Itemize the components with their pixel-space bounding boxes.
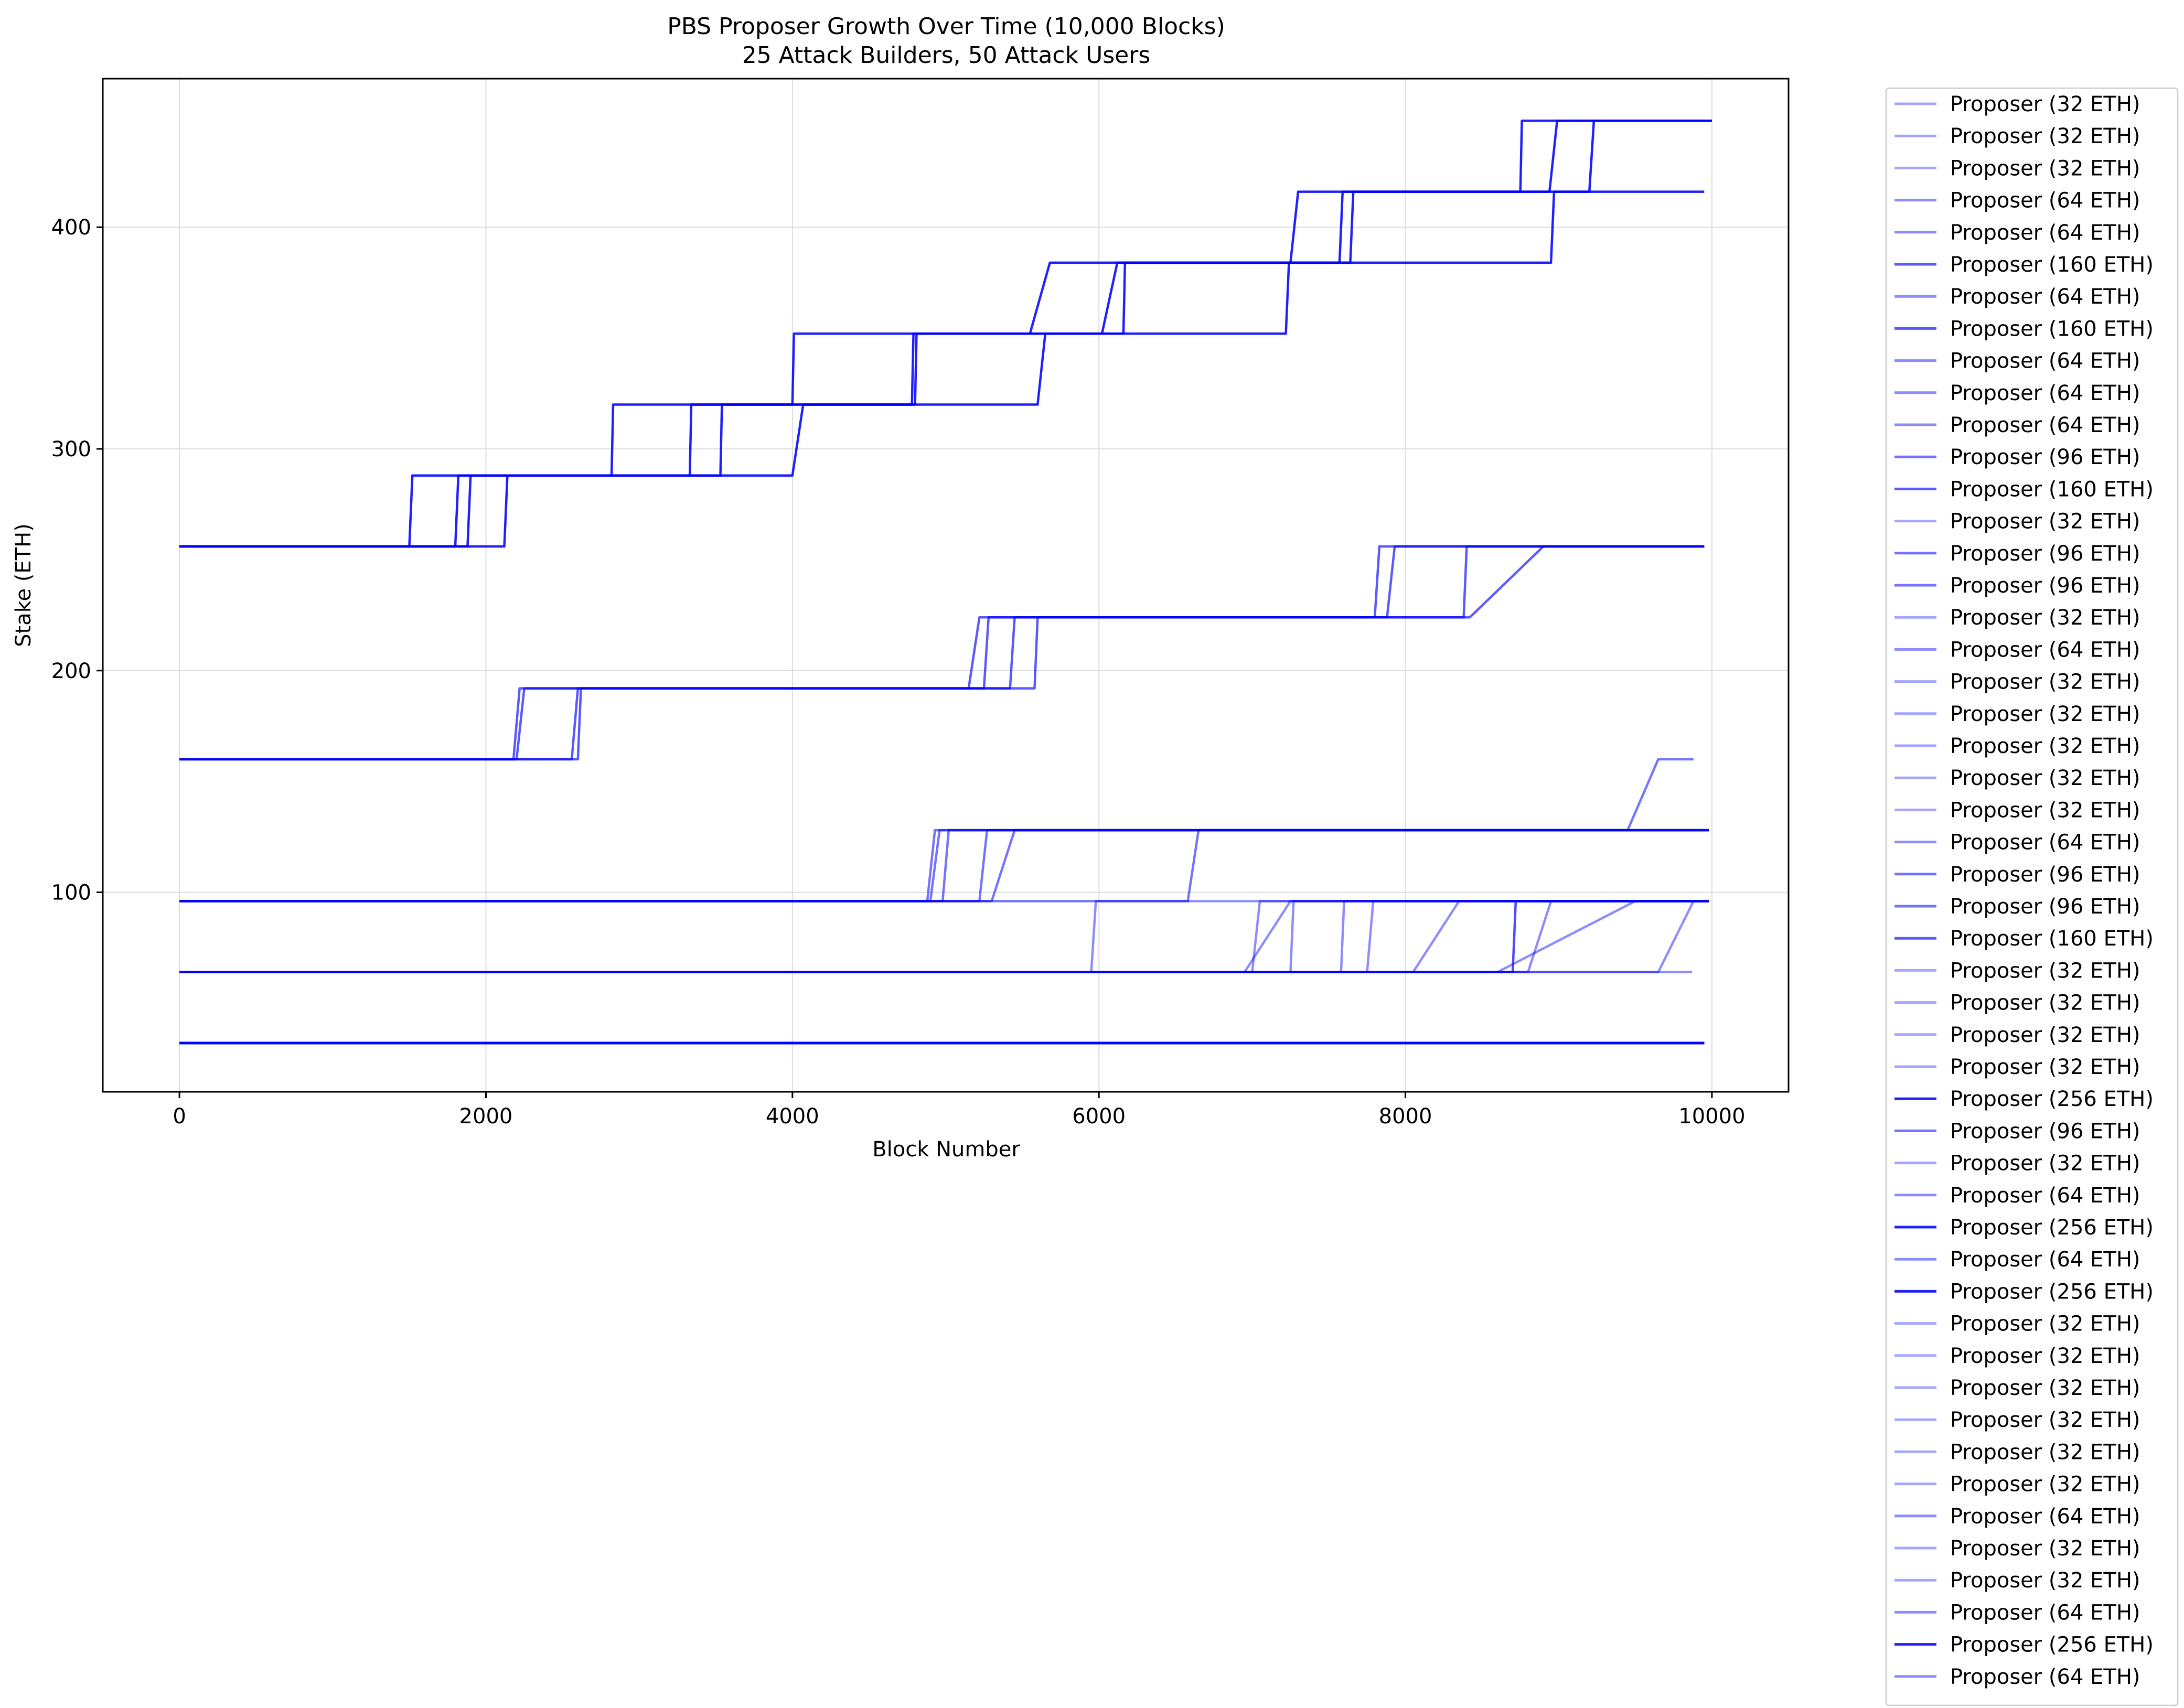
series-line-7: [179, 900, 1709, 973]
legend-entry: Proposer (256 ETH): [1950, 1633, 2154, 1657]
x-tick-label: 8000: [1379, 1104, 1432, 1129]
y-tick-label: 100: [51, 881, 91, 905]
axis-ticks: 0 2000 4000 6000 8000 10000 100 200 300 400: [51, 216, 1746, 1129]
series-line-24: [179, 900, 1709, 973]
legend-entry: Proposer (32 ETH): [1950, 606, 2140, 630]
legend-entry: Proposer (32 ETH): [1950, 991, 2140, 1015]
legend-entry: Proposer (256 ETH): [1950, 1280, 2154, 1304]
legend-entry: Proposer (32 ETH): [1950, 959, 2140, 983]
series-line-33: [179, 829, 1709, 903]
series-line-37: [179, 900, 1709, 973]
legend-entry: Proposer (32 ETH): [1950, 124, 2140, 148]
legend-entry: Proposer (32 ETH): [1950, 92, 2140, 116]
legend-entry: Proposer (96 ETH): [1950, 895, 2140, 919]
legend-entry: Proposer (32 ETH): [1950, 734, 2140, 758]
series-line-4: [179, 900, 1709, 973]
series-line-10: [179, 900, 1709, 973]
legend-entry: Proposer (32 ETH): [1950, 670, 2140, 694]
x-tick-label: 10000: [1678, 1104, 1745, 1129]
legend-entry: Proposer (32 ETH): [1950, 1408, 2140, 1432]
chart-subtitle: 25 Attack Builders, 50 Attack Users: [742, 42, 1151, 69]
legend-entry: Proposer (64 ETH): [1950, 831, 2140, 855]
series-line-35: [179, 900, 1709, 973]
legend-entry: Proposer (32 ETH): [1950, 1537, 2140, 1561]
series-line-11: [179, 900, 1709, 973]
legend-entry: Proposer (96 ETH): [1950, 863, 2140, 887]
series-line-6: [179, 545, 1705, 761]
legend-entry: Proposer (64 ETH): [1950, 413, 2140, 437]
legend-entry: Proposer (96 ETH): [1950, 1119, 2140, 1143]
legend-entry: Proposer (32 ETH): [1950, 702, 2140, 726]
y-tick-label: 200: [51, 659, 91, 683]
legend-entry: Proposer (96 ETH): [1950, 542, 2140, 566]
legend-entry: Proposer (32 ETH): [1950, 1023, 2140, 1047]
series-line-45: [179, 900, 1709, 973]
y-tick-label: 300: [51, 437, 91, 461]
legend-entry: Proposer (32 ETH): [1950, 1569, 2140, 1593]
legend-entry: Proposer (96 ETH): [1950, 445, 2140, 469]
series-line-15: [179, 829, 1709, 903]
legend-entry: Proposer (64 ETH): [1950, 1600, 2140, 1625]
legend-entry: Proposer (160 ETH): [1950, 927, 2154, 951]
legend-entry: Proposer (32 ETH): [1950, 1312, 2140, 1336]
legend-entry: Proposer (64 ETH): [1950, 1184, 2140, 1208]
legend-entry: Proposer (64 ETH): [1950, 221, 2140, 245]
legend-entry: Proposer (160 ETH): [1950, 477, 2154, 501]
legend-entry: Proposer (96 ETH): [1950, 574, 2140, 598]
legend-entry: Proposer (32 ETH): [1950, 510, 2140, 534]
series-line-49: [179, 190, 1705, 548]
legend-entry: Proposer (32 ETH): [1950, 156, 2140, 180]
x-tick-label: 0: [173, 1104, 186, 1129]
chart-title: PBS Proposer Growth Over Time (10,000 Bl…: [667, 13, 1225, 40]
y-axis-label: Stake (ETH): [12, 523, 36, 647]
grid: [103, 79, 1789, 1092]
series-line-8: [179, 545, 1705, 761]
legend: Proposer (32 ETH) Proposer (32 ETH) Propos…: [1885, 87, 2179, 1706]
x-axis-label: Block Number: [872, 1137, 1020, 1162]
legend-entry: Proposer (160 ETH): [1950, 253, 2154, 277]
legend-entry: Proposer (64 ETH): [1950, 285, 2140, 309]
legend-entry: Proposer (160 ETH): [1950, 317, 2154, 341]
legend-entry: Proposer (64 ETH): [1950, 1248, 2140, 1272]
series-line-9: [179, 900, 1709, 973]
series-lines: [179, 120, 1712, 1045]
legend-entry: Proposer (32 ETH): [1950, 1055, 2140, 1079]
legend-entry: Proposer (32 ETH): [1950, 1376, 2140, 1400]
x-tick-label: 2000: [459, 1104, 513, 1129]
series-line-50: [179, 900, 1709, 973]
legend-entry: Proposer (64 ETH): [1950, 638, 2140, 662]
series-line-5: [179, 900, 1709, 973]
legend-entry: Proposer (32 ETH): [1950, 766, 2140, 790]
legend-entry: Proposer (64 ETH): [1950, 1505, 2140, 1529]
series-line-27: [179, 545, 1705, 761]
legend-entry: Proposer (64 ETH): [1950, 381, 2140, 405]
legend-entry: Proposer (32 ETH): [1950, 1440, 2140, 1464]
x-tick-label: 6000: [1072, 1104, 1126, 1129]
series-line-18: [179, 900, 1709, 973]
legend-entry: Proposer (64 ETH): [1950, 189, 2140, 213]
legend-entry: Proposer (256 ETH): [1950, 1087, 2154, 1111]
legend-frame: [1885, 87, 2179, 1706]
plot-frame: [102, 78, 1790, 1093]
series-line-13: [179, 545, 1705, 761]
legend-entry: Proposer (256 ETH): [1950, 1216, 2154, 1240]
legend-entry: Proposer (32 ETH): [1950, 1473, 2140, 1497]
legend-entry: Proposer (32 ETH): [1950, 1344, 2140, 1368]
legend-entry: Proposer (32 ETH): [1950, 798, 2140, 822]
y-tick-label: 400: [51, 216, 91, 240]
series-line-38: [179, 120, 1712, 548]
legend-entry: Proposer (64 ETH): [1950, 349, 2140, 373]
legend-entry: Proposer (32 ETH): [1950, 1152, 2140, 1176]
legend-entry: Proposer (64 ETH): [1950, 1665, 2140, 1689]
x-tick-label: 4000: [766, 1104, 819, 1129]
